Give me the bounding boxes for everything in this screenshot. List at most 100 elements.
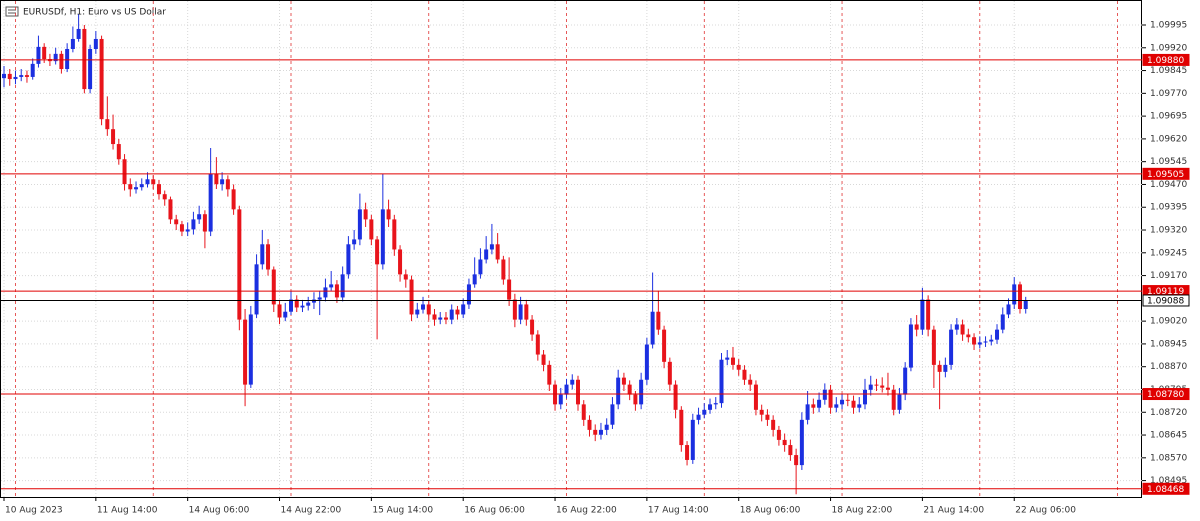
- candle-body: [616, 377, 621, 405]
- candle-body: [966, 334, 971, 338]
- candle-body: [386, 209, 391, 220]
- axis: 10 Aug 2023 11 Aug 14:00 14 Aug 06:00 14 Au…: [3, 20, 1190, 516]
- candle-body: [99, 38, 104, 120]
- candle-body: [598, 429, 603, 435]
- x-tick-label: 17 Aug 14:00: [648, 506, 709, 516]
- candle-body: [535, 334, 540, 355]
- candle-body: [719, 359, 724, 404]
- candle-body: [254, 264, 259, 315]
- candle-body: [88, 48, 93, 90]
- y-tick-label: 1.09170: [1150, 271, 1187, 281]
- candle-body: [805, 404, 810, 420]
- candle-body: [225, 179, 230, 190]
- candle-body: [369, 219, 374, 240]
- candle-body: [220, 179, 225, 185]
- candle-body: [248, 314, 253, 385]
- y-tick-label: 1.08570: [1150, 453, 1187, 463]
- candle-body: [398, 249, 403, 275]
- candle-body: [593, 429, 598, 435]
- candle-body: [1017, 284, 1022, 309]
- candle-body: [845, 399, 850, 401]
- candle-body: [484, 249, 489, 260]
- candle-body: [621, 377, 626, 385]
- candle-body: [972, 337, 977, 345]
- candle-body: [891, 389, 896, 410]
- candle-body: [472, 274, 477, 285]
- candle-body: [725, 357, 730, 360]
- candle-body: [530, 319, 535, 335]
- candle-body: [271, 269, 276, 305]
- x-tick-label: 16 Aug 06:00: [464, 506, 525, 516]
- candle-body: [375, 239, 380, 265]
- candle-body: [926, 299, 931, 330]
- candles: [1, 14, 1142, 495]
- candle-body: [627, 384, 632, 395]
- candle-body: [323, 287, 328, 298]
- candle-body: [949, 329, 954, 365]
- level-line-box: [1142, 53, 1190, 66]
- candle-body: [914, 324, 919, 330]
- x-tick-label: 22 Aug 06:00: [1015, 506, 1076, 516]
- y-tick-label: 1.09920: [1150, 43, 1187, 53]
- candle-body: [145, 179, 150, 185]
- x-tick-label: 16 Aug 22:00: [556, 506, 617, 516]
- candle-body: [633, 394, 638, 405]
- y-tick-label: 1.08720: [1150, 408, 1187, 418]
- candle-body: [834, 404, 839, 408]
- candle-body: [111, 129, 116, 145]
- chart-title: EURUSDf, H1: Euro vs US Dollar: [23, 8, 166, 18]
- candle-body: [277, 304, 282, 318]
- candle-body: [168, 199, 173, 220]
- candle-body: [185, 229, 190, 232]
- bid-line-box: [1142, 294, 1190, 307]
- candle-body: [231, 189, 236, 210]
- candle-body: [208, 174, 213, 232]
- candle-body: [243, 319, 248, 385]
- candle-body: [685, 445, 690, 460]
- candle-body: [897, 394, 902, 410]
- candle-body: [501, 259, 506, 280]
- candle-body: [753, 384, 758, 410]
- level-line-box: [1142, 482, 1190, 495]
- candle-body: [708, 404, 713, 410]
- candle-body: [874, 384, 879, 386]
- candle-body: [541, 354, 546, 365]
- candle-body: [1012, 284, 1017, 305]
- candle-body: [1006, 304, 1011, 315]
- x-tick-label: 10 Aug 2023: [5, 506, 63, 516]
- candle-body: [822, 389, 827, 400]
- candle-body: [306, 302, 311, 306]
- candle-body: [759, 409, 764, 415]
- candle-body: [403, 274, 408, 280]
- x-tick-label: 21 Aug 14:00: [923, 506, 984, 516]
- candle-body: [2, 73, 6, 79]
- candle-body: [495, 244, 500, 260]
- y-tick-label: 1.08870: [1150, 362, 1187, 372]
- candle-body: [438, 317, 443, 320]
- candle-body: [363, 209, 368, 220]
- candle-body: [742, 369, 747, 380]
- level-line-label: 1.09880: [1147, 56, 1184, 66]
- candle-body: [162, 194, 167, 200]
- candle-body: [857, 404, 862, 408]
- candle-body: [443, 317, 448, 320]
- y-tick-label: 1.09020: [1150, 317, 1187, 327]
- y-tick-label: 1.09695: [1150, 112, 1187, 122]
- candle-body: [954, 324, 959, 330]
- candle-body: [788, 445, 793, 456]
- candle-body: [122, 159, 127, 185]
- candle-body: [880, 385, 885, 388]
- candle-body: [507, 279, 512, 300]
- candle-body: [863, 389, 867, 405]
- candle-body: [960, 324, 965, 335]
- x-tick-label: 14 Aug 22:00: [281, 506, 342, 516]
- candle-body: [36, 46, 41, 64]
- candle-body: [943, 364, 948, 372]
- candle-body: [329, 284, 334, 288]
- candle-body: [885, 387, 890, 390]
- candle-body: [828, 389, 833, 408]
- candle-body: [771, 419, 776, 430]
- candle-body: [352, 239, 357, 245]
